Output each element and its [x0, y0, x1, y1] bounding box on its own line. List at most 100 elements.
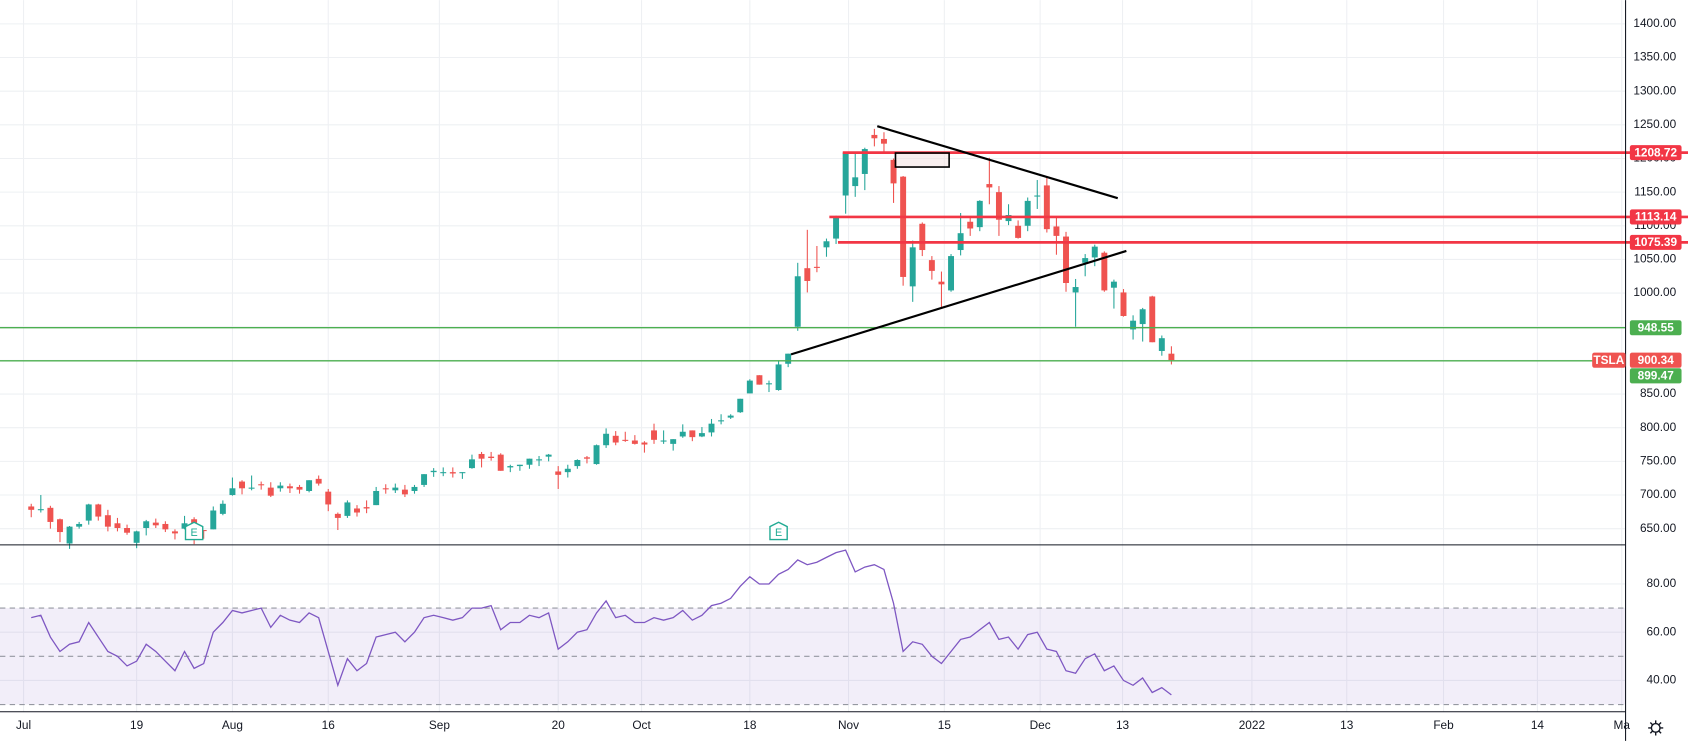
candle-body [813, 266, 820, 268]
candle-body [1101, 252, 1108, 291]
candle-body [401, 489, 408, 495]
x-tick-label: 16 [322, 718, 336, 732]
candle-body [354, 508, 360, 513]
candle-body [325, 491, 332, 505]
price-level-label-box [1629, 145, 1682, 161]
candle-body [651, 430, 657, 440]
candle-body [641, 442, 648, 445]
candle-body [938, 281, 945, 285]
candle-body [37, 509, 44, 511]
candle-body [469, 459, 475, 469]
candle-body [1110, 281, 1117, 288]
candle-body [1015, 225, 1022, 238]
candle-body [114, 523, 121, 529]
candle-body [57, 519, 63, 533]
grid [0, 0, 1626, 712]
candle-body [277, 485, 284, 489]
last-price-label-text: 900.34 [1638, 353, 1675, 367]
candle-body [1053, 226, 1060, 236]
y-tick-label: 750.00 [1640, 453, 1677, 467]
y-tick-label: 1250.00 [1633, 117, 1676, 131]
price-level-label-text: 1113.14 [1635, 210, 1677, 224]
candle-body [919, 223, 926, 251]
candle-body [363, 507, 370, 509]
candle-body [133, 531, 140, 543]
rectangle-drawing [894, 152, 950, 168]
candle-body [852, 177, 859, 187]
price-level-label-text: 1208.72 [1634, 145, 1677, 159]
x-tick-label: 20 [552, 718, 566, 732]
y-tick-label: 1350.00 [1633, 50, 1676, 64]
y-tick-label: 1000.00 [1633, 285, 1676, 299]
candle-body [1091, 246, 1098, 258]
earnings-label: E [775, 527, 782, 539]
x-tick-label: Sep [429, 718, 450, 732]
candle-body [583, 457, 590, 459]
candle-body [1043, 185, 1050, 230]
earnings-marker: E [184, 521, 204, 541]
candle-body [1024, 200, 1031, 226]
y-tick-label: 80.00 [1647, 576, 1677, 590]
candle-body [670, 439, 677, 444]
trendline [876, 125, 1119, 200]
price-level-label-box [1629, 209, 1682, 225]
price-level-label: 1208.72 [1629, 145, 1682, 161]
candle-body [948, 256, 955, 291]
candle-body [823, 241, 830, 248]
candle-body [1082, 258, 1089, 263]
candle-body [593, 445, 600, 465]
earnings-label: E [191, 527, 198, 539]
x-tick-label: Aug [222, 718, 243, 732]
x-tick-label: Ma [1614, 718, 1631, 732]
price-level-label: 948.55 [1629, 320, 1682, 336]
candle-body [516, 464, 523, 467]
candle-body [842, 152, 849, 196]
candle-body [1149, 296, 1156, 343]
candle-body [124, 528, 131, 533]
candle-body [334, 513, 341, 518]
candle-body [1139, 309, 1146, 325]
candle-body [152, 522, 159, 526]
candle-body [967, 221, 974, 229]
candle-body [239, 481, 245, 489]
x-tick-label: Oct [632, 718, 651, 732]
candle-body [555, 471, 562, 475]
candle-body [104, 515, 111, 527]
last-price-label-box [1629, 352, 1682, 368]
candle-body [603, 433, 610, 446]
candle-body [430, 470, 437, 473]
y-tick-label: 850.00 [1640, 386, 1677, 400]
candle-body [833, 216, 840, 239]
candle-body [200, 530, 207, 532]
candle-body [708, 423, 715, 433]
candle-body [210, 510, 217, 530]
candle-body [162, 523, 169, 530]
candle-body [219, 503, 226, 514]
x-tick-label: 13 [1340, 718, 1354, 732]
candle-body [746, 380, 753, 394]
candle-body [880, 138, 887, 144]
candle-body [47, 507, 54, 522]
symbol-label-box [1592, 352, 1626, 368]
candle-body [1168, 353, 1175, 361]
candle-body [986, 184, 993, 188]
candle-body [143, 521, 150, 529]
candle-body [718, 420, 725, 422]
earnings-icon [769, 521, 788, 541]
y-tick-label: 700.00 [1640, 487, 1677, 501]
price-level-label-text: 948.55 [1638, 320, 1675, 334]
candle-body [382, 488, 389, 490]
candle-body [66, 526, 73, 544]
x-tick-label: 18 [743, 718, 757, 732]
settings-button[interactable] [1648, 720, 1664, 736]
candle-body [1072, 287, 1079, 293]
y-tick-label: 650.00 [1640, 521, 1677, 535]
candle-body [536, 459, 543, 461]
x-tick-label: Jul [16, 718, 31, 732]
candle-body [171, 531, 178, 534]
candle-body [478, 453, 485, 459]
candle-body [1130, 320, 1137, 330]
candle-body [267, 487, 274, 496]
candle-body [344, 502, 351, 516]
